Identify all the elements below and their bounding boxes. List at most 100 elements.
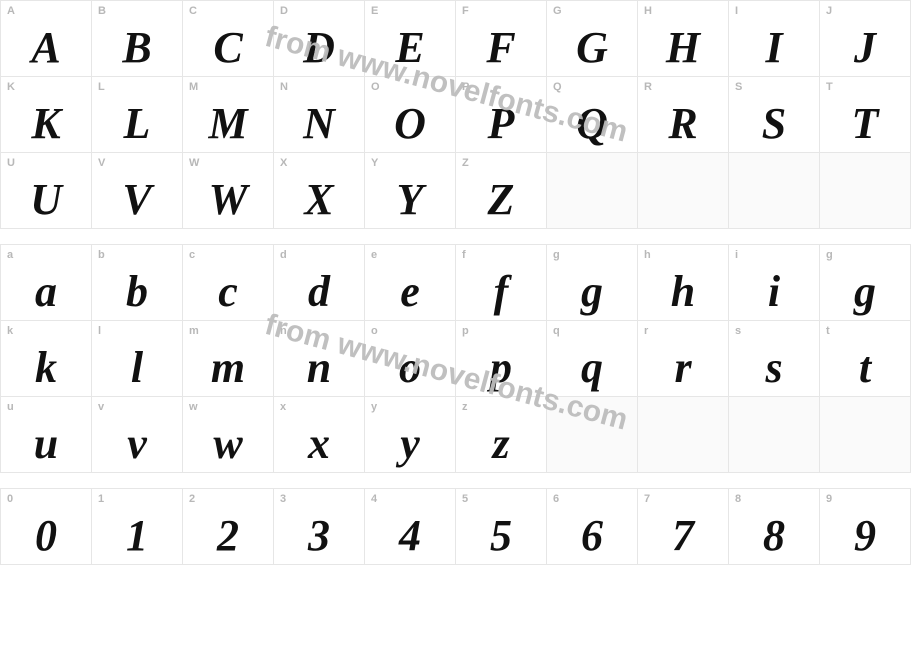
glyph-cell: aa <box>1 245 92 321</box>
glyph-cell <box>547 397 638 473</box>
glyph-cell: AA <box>1 1 92 77</box>
cell-glyph: M <box>208 102 247 146</box>
cell-glyph: I <box>765 26 782 70</box>
glyph-cell: VV <box>92 153 183 229</box>
cell-glyph: U <box>30 178 62 222</box>
cell-label: O <box>371 81 380 93</box>
cell-glyph: X <box>304 178 333 222</box>
cell-label: I <box>735 5 738 17</box>
cell-glyph: t <box>859 346 871 390</box>
cell-label: z <box>462 401 468 413</box>
cell-label: c <box>189 249 195 261</box>
glyph-cell: WW <box>183 153 274 229</box>
cell-glyph: h <box>671 270 695 314</box>
glyph-cell: NN <box>274 77 365 153</box>
cell-label: s <box>735 325 741 337</box>
cell-glyph: W <box>208 178 247 222</box>
cell-label: E <box>371 5 378 17</box>
cell-label: u <box>7 401 14 413</box>
cell-label: 7 <box>644 493 650 505</box>
glyph-cell: 44 <box>365 489 456 565</box>
cell-glyph: z <box>492 422 509 466</box>
cell-label: g <box>553 249 560 261</box>
cell-label: J <box>826 5 832 17</box>
cell-glyph: C <box>213 26 242 70</box>
cell-label: T <box>826 81 833 93</box>
cell-label: k <box>7 325 13 337</box>
cell-glyph: s <box>765 346 782 390</box>
glyph-cell: 99 <box>820 489 911 565</box>
cell-label: n <box>280 325 287 337</box>
cell-glyph: Q <box>576 102 608 146</box>
glyph-cell: mm <box>183 321 274 397</box>
cell-label: Y <box>371 157 378 169</box>
glyph-cell <box>729 397 820 473</box>
glyph-cell: xx <box>274 397 365 473</box>
cell-label: r <box>644 325 648 337</box>
cell-label: P <box>462 81 469 93</box>
cell-label: 9 <box>826 493 832 505</box>
cell-label: A <box>7 5 15 17</box>
glyph-cell: 33 <box>274 489 365 565</box>
glyph-cell: HH <box>638 1 729 77</box>
cell-label: V <box>98 157 105 169</box>
cell-glyph: 4 <box>399 514 421 558</box>
cell-glyph: D <box>303 26 335 70</box>
cell-glyph: 7 <box>672 514 694 558</box>
glyph-cell: UU <box>1 153 92 229</box>
cell-label: X <box>280 157 287 169</box>
glyph-grid: aabbccddeeffgghhiiggkkllmmnnooppqqrrsstt… <box>0 244 911 473</box>
glyph-cell: DD <box>274 1 365 77</box>
glyph-cell: PP <box>456 77 547 153</box>
glyph-cell: RR <box>638 77 729 153</box>
cell-glyph: 2 <box>217 514 239 558</box>
cell-label: F <box>462 5 469 17</box>
cell-glyph: P <box>488 102 515 146</box>
cell-glyph: H <box>666 26 700 70</box>
cell-label: f <box>462 249 466 261</box>
glyph-cell: hh <box>638 245 729 321</box>
cell-glyph: w <box>213 422 242 466</box>
cell-label: i <box>735 249 738 261</box>
glyph-cell: II <box>729 1 820 77</box>
cell-label: H <box>644 5 652 17</box>
cell-glyph: r <box>674 346 691 390</box>
glyph-cell: oo <box>365 321 456 397</box>
cell-glyph: B <box>122 26 151 70</box>
cell-label: y <box>371 401 377 413</box>
cell-label: 5 <box>462 493 468 505</box>
cell-label: M <box>189 81 198 93</box>
cell-label: 1 <box>98 493 104 505</box>
cell-glyph: 0 <box>35 514 57 558</box>
cell-glyph: 3 <box>308 514 330 558</box>
glyph-cell: 11 <box>92 489 183 565</box>
cell-glyph: i <box>768 270 780 314</box>
cell-label: v <box>98 401 104 413</box>
glyph-cell: qq <box>547 321 638 397</box>
cell-glyph: o <box>399 346 421 390</box>
cell-glyph: 1 <box>126 514 148 558</box>
cell-label: e <box>371 249 377 261</box>
cell-label: d <box>280 249 287 261</box>
cell-label: R <box>644 81 652 93</box>
cell-glyph: K <box>31 102 60 146</box>
cell-label: Q <box>553 81 562 93</box>
glyph-cell: ss <box>729 321 820 397</box>
glyph-block-0: AABBCCDDEEFFGGHHIIJJKKLLMMNNOOPPQQRRSSTT… <box>0 0 911 229</box>
glyph-cell: CC <box>183 1 274 77</box>
font-specimen: AABBCCDDEEFFGGHHIIJJKKLLMMNNOOPPQQRRSSTT… <box>0 0 911 668</box>
cell-glyph: 8 <box>763 514 785 558</box>
glyph-grid: 00112233445566778899 <box>0 488 911 565</box>
cell-label: W <box>189 157 199 169</box>
cell-glyph: O <box>394 102 426 146</box>
cell-label: S <box>735 81 742 93</box>
glyph-grid: AABBCCDDEEFFGGHHIIJJKKLLMMNNOOPPQQRRSSTT… <box>0 0 911 229</box>
glyph-cell: SS <box>729 77 820 153</box>
cell-label: a <box>7 249 13 261</box>
glyph-cell: FF <box>456 1 547 77</box>
glyph-cell: ll <box>92 321 183 397</box>
cell-label: p <box>462 325 469 337</box>
glyph-cell: gg <box>547 245 638 321</box>
cell-glyph: b <box>126 270 148 314</box>
cell-glyph: a <box>35 270 57 314</box>
